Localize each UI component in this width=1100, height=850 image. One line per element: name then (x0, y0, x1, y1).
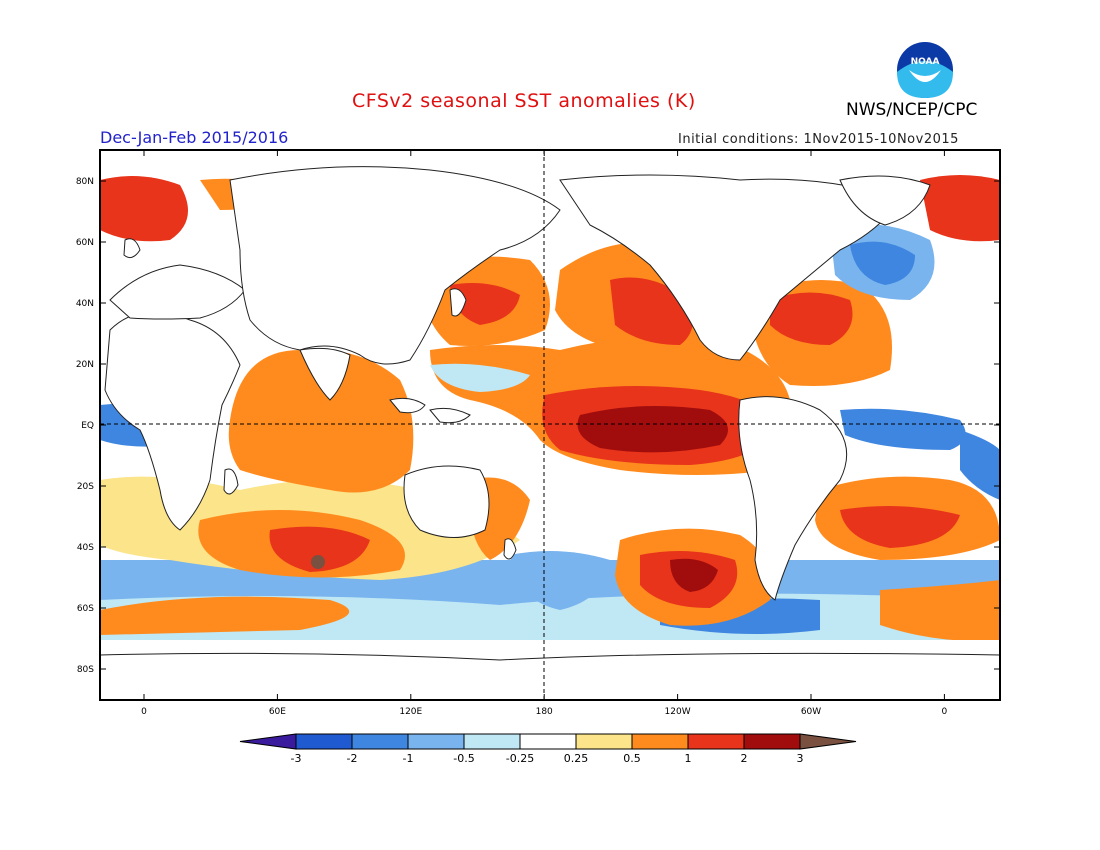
lat-tick-label: EQ (81, 421, 94, 431)
anomaly-region (228, 349, 414, 493)
anomaly-region (960, 430, 1000, 500)
colorbar-label: 0.5 (623, 752, 641, 765)
colorbar-label: -0.25 (506, 752, 534, 765)
noaa-logo: NOAA (897, 42, 953, 98)
colorbar-swatch (351, 733, 409, 750)
longitude-axis: 0 60E 120E 180 120W 60W 0 (141, 150, 948, 717)
lat-tick-label: 80S (77, 665, 94, 675)
anomaly-region (450, 282, 520, 325)
colorbar-label: -2 (347, 752, 358, 765)
colorbar-label: 3 (797, 752, 804, 765)
anomaly-region (840, 408, 966, 450)
colorbar-label: -1 (403, 752, 414, 765)
colorbar-swatch (407, 733, 465, 750)
anomaly-region (770, 292, 853, 345)
lat-tick-label: 40N (76, 299, 94, 309)
anomaly-region (269, 526, 370, 572)
lat-tick-label: 40S (77, 543, 94, 553)
colorbar-swatch (799, 733, 857, 750)
colorbar-label: -3 (291, 752, 302, 765)
anomaly-region (880, 580, 1000, 641)
initial-conditions-label: Initial conditions: 1Nov2015-10Nov2015 (678, 132, 959, 147)
lon-tick-label: 120W (665, 707, 691, 717)
anomaly-region (430, 363, 530, 392)
anomaly-region (577, 406, 728, 453)
lon-tick-label: 0 (942, 707, 948, 717)
colorbar-label: 2 (741, 752, 748, 765)
colorbar-swatch (575, 733, 633, 750)
colorbar-swatch (463, 733, 521, 750)
period-label: Dec-Jan-Feb 2015/2016 (100, 128, 289, 147)
lon-tick-label: 60W (801, 707, 821, 717)
anomaly-region (510, 551, 610, 610)
lat-tick-label: 80N (76, 177, 94, 187)
colorbar: -3 -2 -1 -0.5 -0.25 0.25 0.5 1 2 3 (239, 733, 857, 765)
organization-label: NWS/NCEP/CPC (846, 100, 978, 120)
lon-tick-label: 120E (399, 707, 422, 717)
anomaly-region (311, 555, 325, 569)
lat-tick-label: 20N (76, 360, 94, 370)
latitude-axis: 80N 60N 40N 20N EQ 20S 40S 60S 80S (76, 177, 1000, 675)
lon-tick-label: 0 (141, 707, 147, 717)
colorbar-swatch (295, 733, 353, 750)
colorbar-swatch (743, 733, 801, 750)
lon-tick-label: 180 (536, 707, 553, 717)
lat-tick-label: 20S (77, 482, 94, 492)
anomaly-region (100, 596, 350, 635)
anomaly-region (850, 241, 915, 285)
colorbar-label: 0.25 (564, 752, 589, 765)
lat-tick-label: 60S (77, 604, 94, 614)
anomaly-region (100, 176, 188, 242)
colorbar-label: -0.5 (453, 752, 474, 765)
colorbar-label: 1 (685, 752, 692, 765)
lat-tick-label: 60N (76, 238, 94, 248)
colorbar-swatch (631, 733, 689, 750)
land-masses (100, 166, 1000, 700)
colorbar-swatch (239, 733, 297, 750)
map-field (100, 150, 1000, 700)
colorbar-swatch (519, 733, 577, 750)
anomaly-region (840, 506, 960, 548)
lon-tick-label: 60E (269, 707, 286, 717)
anomaly-region (920, 175, 1000, 242)
colorbar-swatch (687, 733, 745, 750)
noaa-logo-text: NOAA (911, 57, 940, 67)
anomaly-region (670, 558, 718, 592)
map-title: CFSv2 seasonal SST anomalies (K) (352, 90, 696, 112)
